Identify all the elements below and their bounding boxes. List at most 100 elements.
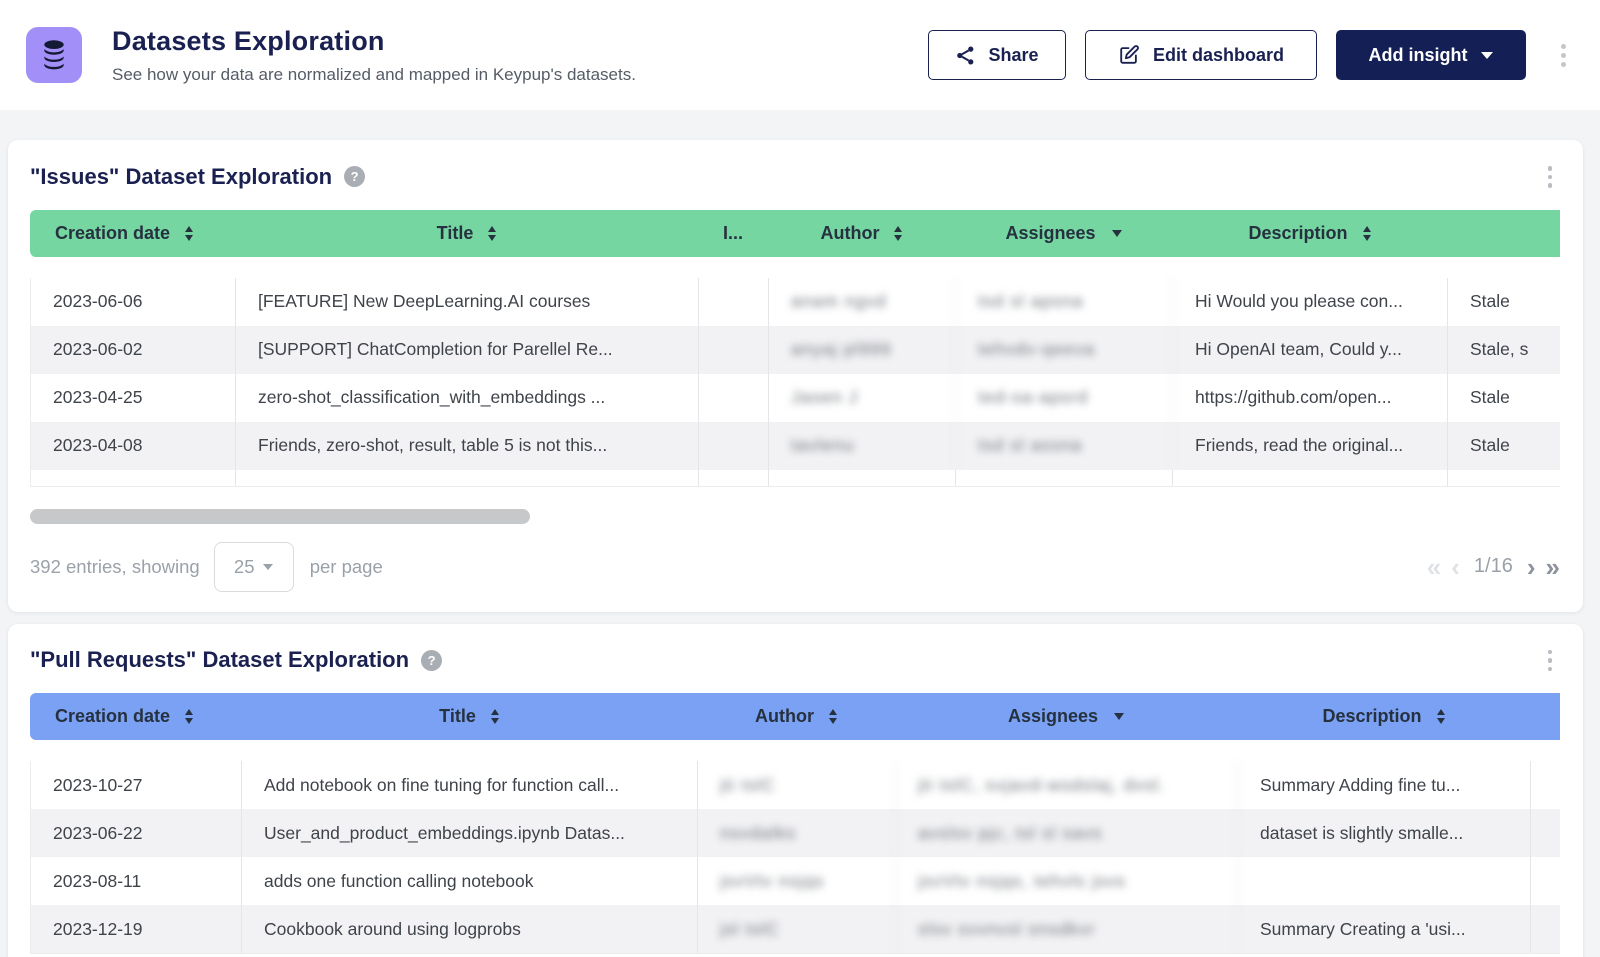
column-header-description[interactable]: Description — [1172, 223, 1447, 244]
per-page-label: per page — [309, 555, 383, 577]
cell-author-redacted: jti tslC — [698, 761, 896, 809]
table-row[interactable]: 2023-04-08 Friends, zero-shot, result, t… — [31, 421, 1560, 470]
issues-card-title: "Issues" Dataset Exploration — [30, 163, 333, 189]
page-subtitle: See how your data are normalized and map… — [112, 64, 636, 84]
column-header-assignees[interactable]: Assignees — [895, 706, 1237, 727]
cell-assignees-redacted: tehvdv-qeeva — [956, 325, 1173, 374]
page-size-select[interactable]: 25 — [213, 541, 294, 592]
chevron-down-icon — [1481, 51, 1494, 59]
cell-assignees-redacted: jti tslC, svjavd-wsdslaj, dvsl. — [896, 761, 1238, 809]
sort-icon — [894, 225, 903, 241]
cell-description: Summary Creating a 'usi... — [1238, 905, 1531, 953]
table-row[interactable]: 2023-06-02 [SUPPORT] ChatCompletion for … — [31, 325, 1560, 374]
cell-assignees-redacted: jsvVtv nsjqs, tehvls jsvs — [896, 857, 1238, 905]
cell-title: User_and_product_embeddings.ipynb Datas.… — [242, 809, 698, 857]
top-bar: Datasets Exploration See how your data a… — [0, 0, 1600, 110]
cell-creation-date: 2023-12-19 — [31, 905, 242, 953]
cell-author-redacted: anyaj pl999 — [769, 325, 956, 374]
cell-creation-date: 2023-06-06 — [31, 277, 236, 326]
cell-assignees-redacted: ted-sa-apsrd — [956, 373, 1173, 422]
cell-title: adds one function calling notebook — [242, 857, 698, 905]
sort-icon — [488, 225, 497, 241]
table-row[interactable]: 2023-08-11 adds one function calling not… — [31, 857, 1560, 905]
cell-creation-date: 2023-08-11 — [31, 857, 242, 905]
edit-dashboard-button-label: Edit dashboard — [1152, 44, 1284, 65]
issues-card: "Issues" Dataset Exploration ? Creation … — [8, 140, 1583, 612]
pull-requests-table: Creation date Title Author Assignees Des… — [30, 693, 1560, 954]
column-header-author[interactable]: Author — [768, 223, 955, 244]
cell-title: Cookbook around using logprobs — [242, 905, 698, 953]
next-page-button[interactable]: › — [1526, 551, 1536, 582]
sort-icon — [185, 225, 194, 241]
column-header-creation-date[interactable]: Creation date — [30, 706, 241, 727]
edit-dashboard-button[interactable]: Edit dashboard — [1085, 30, 1317, 80]
first-page-button[interactable]: « — [1426, 551, 1442, 582]
cell-assignees-redacted: avslsv pjc, tsl sl savs — [896, 809, 1238, 857]
column-header-assignees[interactable]: Assignees — [955, 223, 1172, 244]
issues-card-kebab-menu[interactable] — [1540, 160, 1561, 194]
add-insight-button[interactable]: Add insight — [1336, 30, 1526, 80]
cell-author-redacted: tavlenu — [769, 421, 956, 470]
share-button[interactable]: Share — [928, 30, 1066, 80]
pull-requests-table-header: Creation date Title Author Assignees Des… — [30, 693, 1560, 740]
cell-description: Hi OpenAI team, Could y... — [1173, 325, 1448, 374]
issues-table: Creation date Title I... Author Assignee… — [30, 209, 1560, 487]
add-insight-button-label: Add insight — [1368, 44, 1468, 65]
horizontal-scrollbar — [30, 508, 1560, 524]
page-title: Datasets Exploration — [112, 25, 385, 56]
column-header-id[interactable]: I... — [722, 222, 743, 243]
column-header-creation-date[interactable]: Creation date — [30, 223, 235, 244]
header-kebab-menu[interactable] — [1553, 38, 1574, 73]
cell-title: Add notebook on fine tuning for function… — [242, 761, 698, 809]
column-header-author[interactable]: Author — [697, 706, 895, 727]
cell-title: Friends, zero-shot, result, table 5 is n… — [236, 421, 699, 470]
pull-requests-card-kebab-menu[interactable] — [1540, 644, 1561, 678]
cell-description: Summary Adding fine tu... — [1238, 761, 1531, 809]
cell-creation-date: 2023-06-02 — [31, 325, 236, 374]
share-button-label: Share — [988, 44, 1039, 65]
sort-icon — [1436, 709, 1445, 724]
help-icon[interactable]: ? — [421, 649, 443, 671]
cell-author-redacted: jsl tslC — [698, 905, 896, 953]
filter-caret-icon — [1111, 229, 1122, 237]
scrollbar-thumb[interactable] — [30, 508, 530, 524]
table-row[interactable]: 2023-06-06 [FEATURE] New DeepLearning.AI… — [31, 277, 1560, 326]
pagination: « ‹ 1/16 › » — [1427, 554, 1560, 580]
column-header-title[interactable]: Title — [241, 706, 697, 727]
cell-title: [FEATURE] New DeepLearning.AI courses — [236, 277, 699, 326]
cell-creation-date: 2023-06-22 — [31, 809, 242, 857]
issues-table-header: Creation date Title I... Author Assignee… — [30, 209, 1560, 257]
cell-creation-date: 2023-10-27 — [31, 761, 242, 809]
cell-description: Hi Would you please con... — [1173, 277, 1448, 326]
pull-requests-card: "Pull Requests" Dataset Exploration ? Cr… — [8, 623, 1583, 957]
pull-requests-card-title: "Pull Requests" Dataset Exploration — [30, 647, 410, 673]
cell-title: zero-shot_classification_with_embeddings… — [236, 373, 699, 422]
table-row[interactable]: 2023-06-22 User_and_product_embeddings.i… — [31, 809, 1560, 857]
last-page-button[interactable]: » — [1545, 551, 1560, 582]
prev-page-button[interactable]: ‹ — [1451, 551, 1460, 582]
cell-author-redacted: jsvVtv nsjqs — [698, 857, 896, 905]
cell-author-redacted: anam ngvd — [769, 277, 956, 326]
cell-labels: Stale — [1470, 291, 1510, 311]
filter-caret-icon — [1114, 713, 1125, 720]
chevron-down-icon — [263, 563, 274, 570]
cell-description — [1238, 857, 1531, 905]
table-row[interactable]: 2023-12-19 Cookbook around using logprob… — [31, 905, 1560, 953]
table-row[interactable]: 2023-10-27 Add notebook on fine tuning f… — [31, 761, 1560, 809]
sort-icon — [185, 709, 194, 724]
table-row[interactable]: 2023-04-25 zero-shot_classification_with… — [31, 373, 1560, 422]
cell-id — [699, 373, 769, 422]
entries-count-text: 392 entries, showing — [30, 555, 200, 577]
database-icon — [26, 27, 82, 83]
table-row — [31, 469, 1560, 486]
sort-icon — [828, 709, 837, 724]
share-icon — [955, 45, 976, 66]
cell-creation-date: 2023-04-25 — [31, 373, 236, 422]
column-header-title[interactable]: Title — [235, 223, 698, 244]
cell-labels: Stale — [1470, 435, 1510, 455]
cell-labels: Stale — [1470, 387, 1510, 407]
help-icon[interactable]: ? — [344, 166, 366, 188]
column-header-description[interactable]: Description — [1237, 706, 1530, 727]
cell-id — [699, 277, 769, 326]
cell-description: dataset is slightly smalle... — [1238, 809, 1531, 857]
